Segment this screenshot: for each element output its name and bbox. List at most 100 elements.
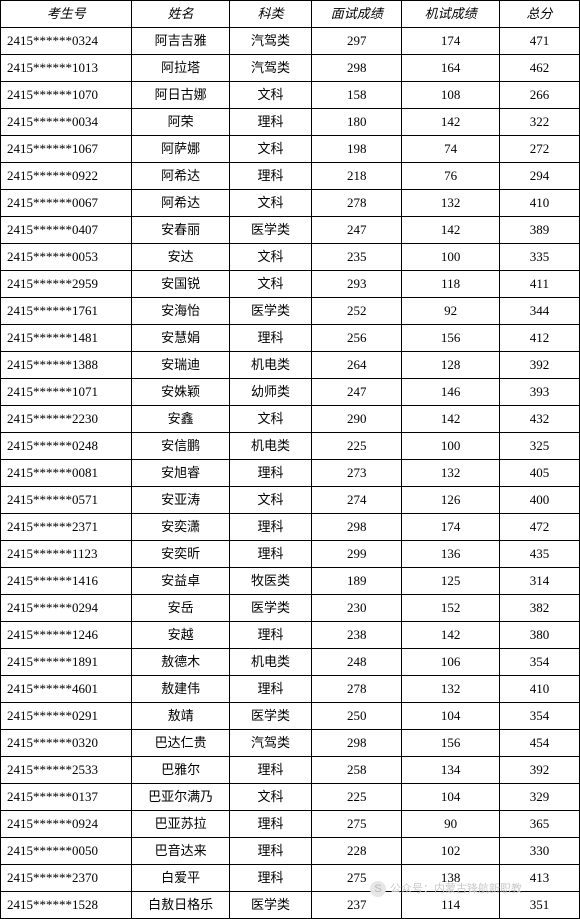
cell: 2415******0924 bbox=[1, 811, 132, 838]
cell: 104 bbox=[402, 703, 500, 730]
cell: 293 bbox=[312, 271, 402, 298]
cell: 2415******1416 bbox=[1, 568, 132, 595]
cell: 2415******0324 bbox=[1, 28, 132, 55]
cell: 安亚涛 bbox=[132, 487, 230, 514]
cell: 354 bbox=[499, 649, 579, 676]
cell: 2415******1067 bbox=[1, 136, 132, 163]
cell: 巴亚苏拉 bbox=[132, 811, 230, 838]
cell: 380 bbox=[499, 622, 579, 649]
cell: 理科 bbox=[229, 460, 311, 487]
cell: 幼师类 bbox=[229, 379, 311, 406]
cell: 142 bbox=[402, 109, 500, 136]
cell: 298 bbox=[312, 55, 402, 82]
col-header: 总分 bbox=[499, 1, 579, 28]
cell: 299 bbox=[312, 541, 402, 568]
cell: 牧医类 bbox=[229, 568, 311, 595]
cell: 102 bbox=[402, 838, 500, 865]
cell: 理科 bbox=[229, 514, 311, 541]
table-row: 2415******1416安益卓牧医类189125314 bbox=[1, 568, 580, 595]
cell: 335 bbox=[499, 244, 579, 271]
cell: 76 bbox=[402, 163, 500, 190]
cell: 2415******2230 bbox=[1, 406, 132, 433]
col-header: 姓名 bbox=[132, 1, 230, 28]
cell: 275 bbox=[312, 811, 402, 838]
table-row: 2415******1071安姝颖幼师类247146393 bbox=[1, 379, 580, 406]
cell: 410 bbox=[499, 676, 579, 703]
cell: 2415******0571 bbox=[1, 487, 132, 514]
cell: 118 bbox=[402, 271, 500, 298]
cell: 392 bbox=[499, 757, 579, 784]
cell: 理科 bbox=[229, 838, 311, 865]
table-row: 2415******0924巴亚苏拉理科27590365 bbox=[1, 811, 580, 838]
cell: 巴达仁贵 bbox=[132, 730, 230, 757]
cell: 文科 bbox=[229, 244, 311, 271]
cell: 238 bbox=[312, 622, 402, 649]
cell: 医学类 bbox=[229, 595, 311, 622]
cell: 理科 bbox=[229, 163, 311, 190]
cell: 2415******0067 bbox=[1, 190, 132, 217]
cell: 安鑫 bbox=[132, 406, 230, 433]
table-row: 2415******1246安越理科238142380 bbox=[1, 622, 580, 649]
cell: 258 bbox=[312, 757, 402, 784]
cell: 2415******1891 bbox=[1, 649, 132, 676]
cell: 医学类 bbox=[229, 892, 311, 919]
col-header: 机试成绩 bbox=[402, 1, 500, 28]
cell: 389 bbox=[499, 217, 579, 244]
cell: 100 bbox=[402, 433, 500, 460]
cell: 134 bbox=[402, 757, 500, 784]
table-row: 2415******0291敖靖医学类250104354 bbox=[1, 703, 580, 730]
table-row: 2415******1013阿拉塔汽驾类298164462 bbox=[1, 55, 580, 82]
cell: 2415******1123 bbox=[1, 541, 132, 568]
table-row: 2415******1067阿萨娜文科19874272 bbox=[1, 136, 580, 163]
cell: 文科 bbox=[229, 190, 311, 217]
table-header: 考生号姓名科类面试成绩机试成绩总分 bbox=[1, 1, 580, 28]
cell: 文科 bbox=[229, 487, 311, 514]
cell: 机电类 bbox=[229, 433, 311, 460]
cell: 256 bbox=[312, 325, 402, 352]
table-row: 2415******0034阿荣理科180142322 bbox=[1, 109, 580, 136]
cell: 114 bbox=[402, 892, 500, 919]
cell: 安春丽 bbox=[132, 217, 230, 244]
table-row: 2415******1388安瑞迪机电类264128392 bbox=[1, 352, 580, 379]
cell: 432 bbox=[499, 406, 579, 433]
cell: 阿吉吉雅 bbox=[132, 28, 230, 55]
cell: 100 bbox=[402, 244, 500, 271]
cell: 安益卓 bbox=[132, 568, 230, 595]
cell: 2415******1071 bbox=[1, 379, 132, 406]
cell: 医学类 bbox=[229, 217, 311, 244]
cell: 156 bbox=[402, 325, 500, 352]
cell: 247 bbox=[312, 379, 402, 406]
table-body: 2415******0324阿吉吉雅汽驾类2971744712415******… bbox=[1, 28, 580, 919]
cell: 108 bbox=[402, 82, 500, 109]
cell: 机电类 bbox=[229, 649, 311, 676]
cell: 理科 bbox=[229, 676, 311, 703]
cell: 322 bbox=[499, 109, 579, 136]
cell: 266 bbox=[499, 82, 579, 109]
cell: 敖建伟 bbox=[132, 676, 230, 703]
table-row: 2415******2959安国锐文科293118411 bbox=[1, 271, 580, 298]
cell: 理科 bbox=[229, 757, 311, 784]
table-row: 2415******1123安奕昕理科299136435 bbox=[1, 541, 580, 568]
cell: 290 bbox=[312, 406, 402, 433]
cell: 344 bbox=[499, 298, 579, 325]
cell: 2415******1761 bbox=[1, 298, 132, 325]
cell: 164 bbox=[402, 55, 500, 82]
cell: 文科 bbox=[229, 784, 311, 811]
cell: 白爱平 bbox=[132, 865, 230, 892]
table-row: 2415******0324阿吉吉雅汽驾类297174471 bbox=[1, 28, 580, 55]
cell: 180 bbox=[312, 109, 402, 136]
cell: 329 bbox=[499, 784, 579, 811]
cell: 472 bbox=[499, 514, 579, 541]
cell: 405 bbox=[499, 460, 579, 487]
cell: 2415******1388 bbox=[1, 352, 132, 379]
cell: 2415******0053 bbox=[1, 244, 132, 271]
cell: 安信鹏 bbox=[132, 433, 230, 460]
cell: 2415******1013 bbox=[1, 55, 132, 82]
cell: 2415******1528 bbox=[1, 892, 132, 919]
table-row: 2415******0050巴音达来理科228102330 bbox=[1, 838, 580, 865]
cell: 298 bbox=[312, 514, 402, 541]
cell: 392 bbox=[499, 352, 579, 379]
cell: 敖德木 bbox=[132, 649, 230, 676]
cell: 128 bbox=[402, 352, 500, 379]
table-row: 2415******0922阿希达理科21876294 bbox=[1, 163, 580, 190]
